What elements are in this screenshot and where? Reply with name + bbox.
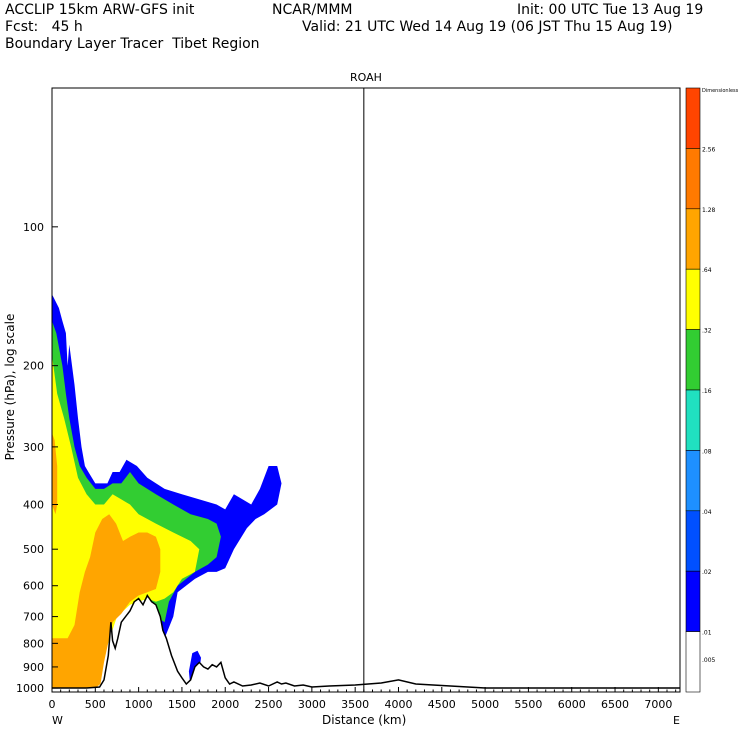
tracer-region-4 bbox=[52, 433, 58, 515]
colorbar-swatch bbox=[685, 268, 701, 330]
y-tick-label: 600 bbox=[23, 580, 44, 593]
colorbar-label: .02 bbox=[702, 569, 712, 576]
y-tick-label: 700 bbox=[23, 611, 44, 624]
x-tick-label: 0 bbox=[49, 698, 56, 711]
axes: 0 500 1000 1500 2000 2500 3000 3500 4000 4500 5000… bbox=[16, 87, 681, 711]
y-tick-label: 800 bbox=[23, 637, 44, 650]
colorbar-swatch bbox=[685, 389, 701, 451]
x-tick-label: 2500 bbox=[255, 698, 283, 711]
header-model: ACCLIP 15km ARW-GFS init bbox=[5, 2, 195, 18]
colorbar-label: .64 bbox=[702, 267, 712, 274]
terrain-line bbox=[52, 593, 680, 689]
header-org: NCAR/MMM bbox=[272, 2, 353, 18]
colorbar-swatch bbox=[685, 631, 701, 693]
colorbar-swatch bbox=[685, 329, 701, 391]
colorbar-swatch bbox=[685, 450, 701, 512]
colorbar-swatch bbox=[685, 148, 701, 210]
header-valid: Valid: 21 UTC Wed 14 Aug 19 (06 JST Thu … bbox=[302, 19, 673, 35]
colorbar-swatch bbox=[685, 87, 701, 149]
colorbar-swatch bbox=[685, 510, 701, 572]
x-tick-label: 7000 bbox=[644, 698, 672, 711]
y-tick-label: 1000 bbox=[16, 682, 44, 695]
x-axis-label: Distance (km) bbox=[322, 713, 407, 727]
plot-frame bbox=[51, 87, 681, 693]
chart-title: ROAH bbox=[350, 71, 382, 84]
colorbar-label: .005 bbox=[702, 657, 716, 664]
y-axis-label: Pressure (hPa), log scale bbox=[3, 313, 17, 461]
x-tick-label: 6000 bbox=[558, 698, 586, 711]
y-tick-label: 100 bbox=[23, 221, 44, 234]
direction-right-label: E bbox=[673, 714, 680, 727]
x-tick-label: 5000 bbox=[471, 698, 499, 711]
x-tick-label: 5500 bbox=[514, 698, 542, 711]
x-tick-label: 3500 bbox=[341, 698, 369, 711]
colorbar-swatch bbox=[685, 570, 701, 632]
colorbar-swatch bbox=[685, 208, 701, 270]
colorbar-label: 2.56 bbox=[702, 146, 716, 153]
x-tick-label: 2000 bbox=[211, 698, 239, 711]
y-tick-label: 200 bbox=[23, 360, 44, 373]
x-tick-label: 6500 bbox=[601, 698, 629, 711]
x-tick-label: 4000 bbox=[384, 698, 412, 711]
y-tick-label: 900 bbox=[23, 661, 44, 674]
colorbar: Dimensionless 2.56 1.28 .64 .32 .16 .08 .04 .02.… bbox=[685, 87, 739, 693]
colorbar-label: .16 bbox=[702, 388, 712, 395]
tracer-region-3 bbox=[52, 514, 161, 688]
colorbar-label: .32 bbox=[702, 328, 712, 335]
terrain-mask bbox=[52, 595, 680, 692]
colorbar-label: .01 bbox=[702, 630, 712, 637]
y-tick-label: 400 bbox=[23, 499, 44, 512]
x-tick-label: 1500 bbox=[168, 698, 196, 711]
x-tick-label: 4500 bbox=[428, 698, 456, 711]
header-fcst: Fcst: 45 h bbox=[5, 19, 83, 35]
header-field: Boundary Layer Tracer Tibet Region bbox=[5, 36, 260, 52]
y-tick-label: 300 bbox=[23, 441, 44, 454]
colorbar-label: .08 bbox=[702, 448, 712, 455]
plot-area bbox=[52, 88, 680, 692]
x-tick-label: 500 bbox=[85, 698, 106, 711]
colorbar-label: Dimensionless bbox=[702, 88, 739, 94]
x-tick-label: 1000 bbox=[125, 698, 153, 711]
header-init: Init: 00 UTC Tue 13 Aug 19 bbox=[517, 2, 704, 18]
direction-left-label: W bbox=[52, 714, 63, 727]
colorbar-label: .04 bbox=[702, 509, 712, 516]
x-tick-label: 3000 bbox=[298, 698, 326, 711]
colorbar-label: 1.28 bbox=[702, 207, 716, 214]
y-tick-label: 500 bbox=[23, 543, 44, 556]
